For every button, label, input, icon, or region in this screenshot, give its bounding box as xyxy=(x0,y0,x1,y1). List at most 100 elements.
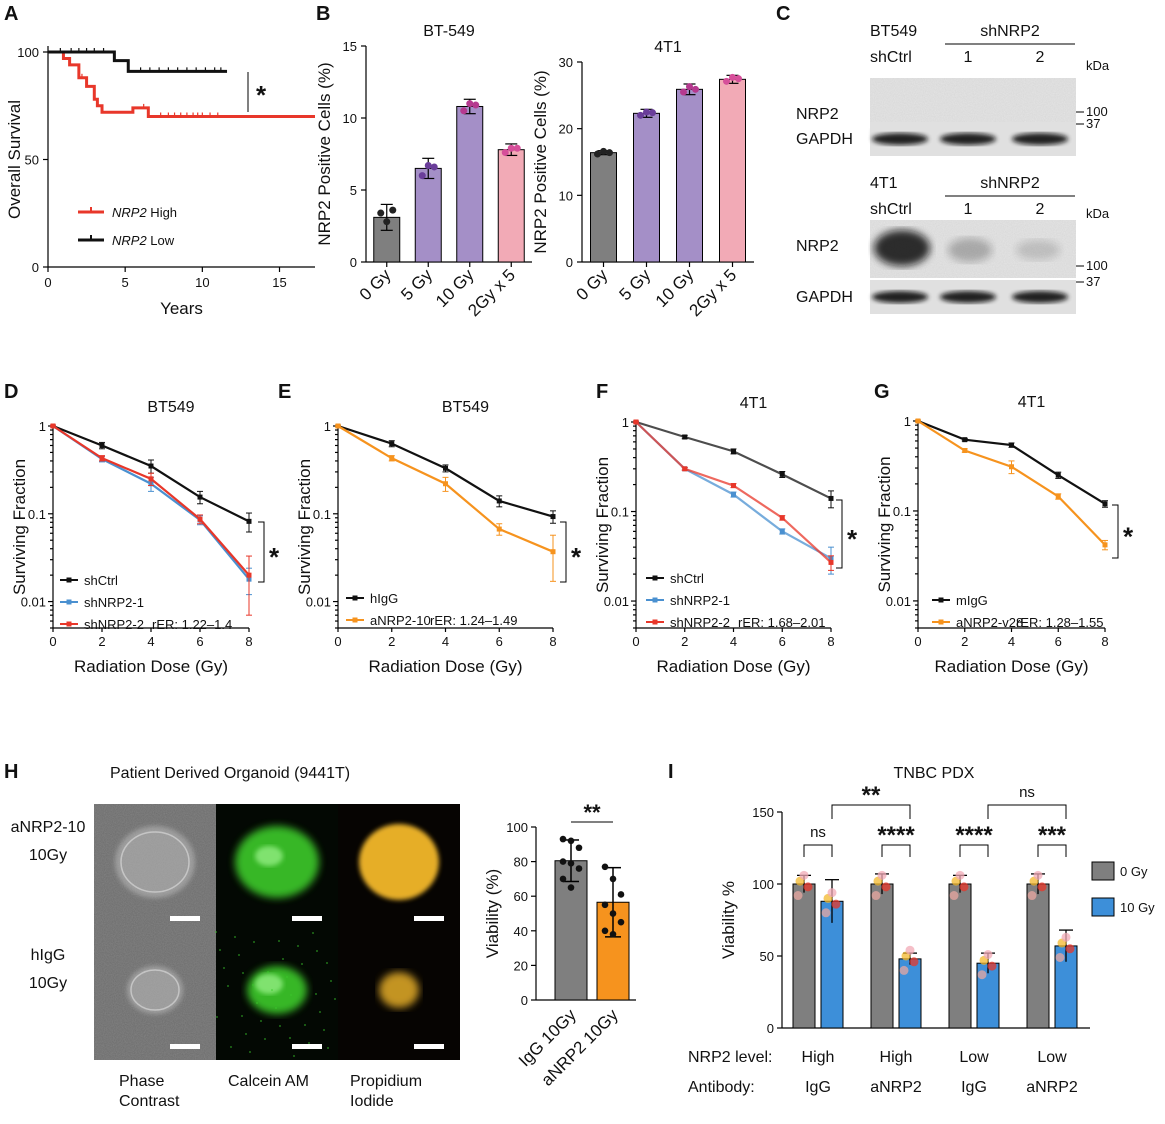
x-axis-label: Radiation Dose (Gy) xyxy=(368,657,522,676)
chart-title: 4T1 xyxy=(740,395,768,412)
x-tick-label: 2Gy x 5 xyxy=(685,265,740,320)
gapdh-band xyxy=(940,133,996,145)
x-tick-label: 10 xyxy=(195,275,209,290)
sig-star: * xyxy=(256,80,267,110)
calcein-speck xyxy=(256,1002,258,1004)
legend-label: shNRP2-2 xyxy=(84,617,144,632)
antibody-label: aNRP2 xyxy=(870,1079,922,1096)
x-tick-label: 4 xyxy=(730,634,737,649)
data-point xyxy=(606,149,613,157)
legend-marker xyxy=(66,621,72,627)
bar-g1-s0 xyxy=(870,883,894,1029)
data-point xyxy=(731,448,736,454)
legend-label: shCtrl xyxy=(670,571,704,586)
data-point xyxy=(575,844,583,852)
legend-label: 0 Gy xyxy=(1120,864,1148,879)
x-tick-label: 8 xyxy=(245,634,252,649)
y-tick-label: 0 xyxy=(566,255,573,270)
data-point xyxy=(821,908,831,918)
x-tick-label: 6 xyxy=(1055,634,1062,649)
sig-label: ns xyxy=(810,824,826,841)
km-line-1 xyxy=(48,50,228,73)
data-point xyxy=(682,434,688,440)
organoid-col-label: Phase xyxy=(119,1073,164,1090)
calcein-speck xyxy=(249,1051,251,1053)
data-point xyxy=(779,515,785,521)
antibody-label: IgG xyxy=(805,1079,831,1096)
sig-star: * xyxy=(571,542,582,572)
legend-swatch xyxy=(1091,897,1115,917)
data-point xyxy=(418,172,426,180)
sig-bracket xyxy=(560,521,567,583)
data-point xyxy=(1027,891,1037,901)
blot-ctrl-label: shCtrl xyxy=(870,49,912,66)
sig-bracket xyxy=(258,521,265,583)
y-tick-label: 50 xyxy=(760,949,774,964)
scale-bar xyxy=(414,1044,444,1049)
data-point xyxy=(1033,870,1043,880)
kda-label: kDa xyxy=(1086,206,1110,221)
data-point xyxy=(649,109,656,117)
data-point xyxy=(99,455,105,461)
chart-E: BT549 1 0.1 0.01 0 2 4 6 8 Radiation Dose (Gy) Sur… xyxy=(295,399,582,676)
data-point xyxy=(779,528,785,534)
calcein-speck xyxy=(241,1015,243,1017)
data-point xyxy=(567,837,575,845)
y-axis-label: Surviving Fraction xyxy=(593,457,612,593)
calcein-speck xyxy=(319,1011,321,1013)
y-tick-label: 100 xyxy=(752,877,774,892)
y-tick-label: 20 xyxy=(559,122,573,137)
nrp2-level-label: High xyxy=(880,1049,913,1066)
data-point xyxy=(987,961,997,971)
organoid-col-label: Propidium xyxy=(350,1073,422,1090)
y-tick-label: 50 xyxy=(25,153,39,168)
data-point xyxy=(550,514,556,520)
data-point xyxy=(731,491,736,497)
chart-D: BT549 1 0.1 0.01 0 2 4 6 8 Radiation Dose (Gy) Sur… xyxy=(10,399,280,676)
calcein-speck xyxy=(260,1020,262,1022)
x-tick-label: 2 xyxy=(681,634,688,649)
series-line-1 xyxy=(52,425,250,580)
y-tick-label: 15 xyxy=(343,39,357,54)
marker-37: 37 xyxy=(1086,116,1100,131)
data-point xyxy=(559,875,567,883)
data-point xyxy=(899,965,909,975)
organoid-phase xyxy=(127,966,183,1014)
data-point xyxy=(831,899,841,909)
organoid-row-label: aNRP2-10 xyxy=(11,819,86,836)
data-point xyxy=(601,901,609,909)
data-point xyxy=(828,495,834,501)
x-tick-label: 2 xyxy=(388,634,395,649)
data-point xyxy=(905,945,915,955)
sig-label: ** xyxy=(583,800,601,825)
rer-label: rER: 1.22–1.4 xyxy=(152,617,232,632)
y-tick-label: 0.01 xyxy=(886,594,911,609)
organoid-row-label: 10Gy xyxy=(29,975,67,992)
chart-B-bt549: BT-549 0 5 10 15 NRP2 Positive Cells (%) 0 Gy 5… xyxy=(315,23,532,320)
blot-lane-2: 2 xyxy=(1036,49,1045,66)
data-point xyxy=(803,882,813,892)
calcein-speck xyxy=(286,976,288,978)
data-point xyxy=(335,423,341,429)
calcein-speck xyxy=(219,949,221,951)
data-point xyxy=(430,163,438,171)
data-point xyxy=(594,150,601,158)
data-point xyxy=(731,483,736,489)
y-tick-label: 0.1 xyxy=(611,505,629,520)
blot-group-label: shNRP2 xyxy=(980,175,1040,192)
data-point xyxy=(472,101,480,109)
x-tick-label: 2 xyxy=(98,634,105,649)
chart-title: 4T1 xyxy=(654,39,682,56)
sig-bracket xyxy=(987,804,1067,819)
sig-label: ns xyxy=(1019,784,1035,801)
legend-label: shNRP2-1 xyxy=(84,595,144,610)
organoid-phase xyxy=(115,826,195,898)
legend-marker xyxy=(652,597,658,603)
marker-100: 100 xyxy=(1086,104,1108,119)
calcein-speck xyxy=(323,1029,325,1031)
data-point xyxy=(1009,442,1014,448)
data-point xyxy=(1055,493,1061,499)
series-line-1 xyxy=(635,421,832,560)
gapdh-band xyxy=(872,133,928,145)
